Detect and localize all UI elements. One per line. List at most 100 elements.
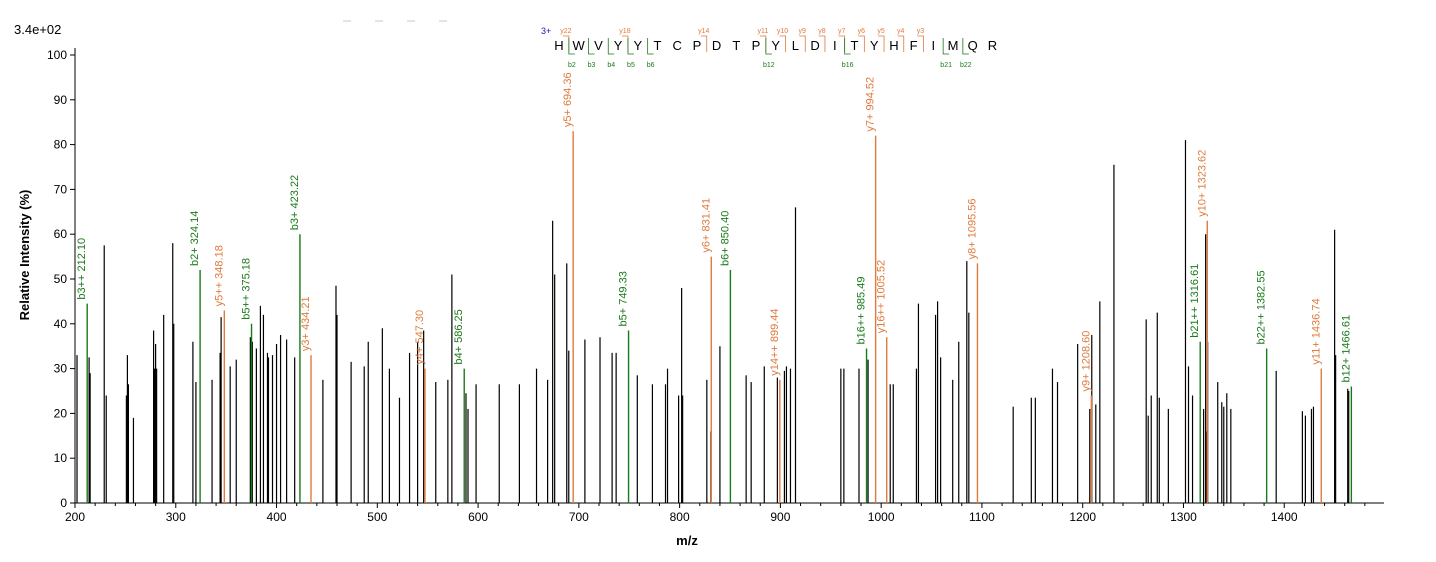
y-cleavage-mark — [562, 35, 570, 52]
sequence-residue: T — [654, 38, 662, 53]
b-ion-marker: b3 — [588, 62, 596, 69]
y-ion-label: y7+ 994.52 — [865, 77, 877, 132]
y-tick-label: 10 — [54, 451, 68, 465]
y-ion-label: y8+ 1095.56 — [966, 198, 978, 259]
b-cleavage-mark — [568, 38, 575, 55]
sequence-residue: Y — [614, 38, 623, 53]
y-cleavage-mark — [897, 35, 905, 52]
y-cleavage-mark — [621, 35, 629, 52]
y-tick-label: 90 — [54, 93, 68, 107]
b-ion-label: b16++ 985.49 — [856, 277, 868, 345]
y-axis-ticks: 0 10 20 30 40 50 60 70 80 90 100 — [47, 48, 75, 510]
sequence-residue: P — [693, 38, 702, 53]
sequence-residue: H — [889, 38, 898, 53]
y-ion-marker: y10 — [777, 28, 788, 35]
b-ion-marker: b16 — [842, 62, 854, 69]
b-ion-label: b3+ 423.22 — [289, 175, 301, 230]
y-ion-label: y10+ 1323.62 — [1196, 150, 1208, 217]
y-ion-marker: y7 — [838, 28, 846, 35]
sequence-residue: I — [931, 38, 935, 53]
x-tick-label: 1200 — [1069, 510, 1096, 524]
x-axis-title: m/z — [676, 533, 698, 548]
sequence-residue: Y — [771, 38, 780, 53]
y-tick-label: 100 — [47, 48, 67, 62]
b-cleavage-mark — [607, 38, 615, 55]
y-ion-marker: y3 — [917, 28, 925, 35]
y-cleavage-mark — [700, 35, 708, 52]
x-tick-label: 400 — [267, 510, 287, 524]
charge-state-label: 3+ — [541, 26, 551, 36]
b-ion-label: b21++ 1316.61 — [1189, 264, 1201, 338]
sequence-residue: W — [573, 38, 586, 53]
y-ion-marker: y4 — [897, 28, 905, 35]
b-ion-label: b4+ 586.25 — [453, 309, 465, 364]
x-tick-label: 1000 — [868, 510, 895, 524]
x-tick-label: 300 — [166, 510, 186, 524]
x-tick-label: 500 — [367, 510, 387, 524]
x-axis-ticks: 200 300 400 500 600 700 800 900 1000 1100 1200 1300… — [65, 503, 1366, 524]
y-cleavage-mark — [838, 35, 846, 52]
sequence-residue: P — [752, 38, 761, 53]
ion-annotations: b3++ 212.10 b2+ 324.14 b5++ 375.18 b3+ 423.… — [76, 72, 1352, 391]
y-ion-label: y16++ 1005.52 — [876, 260, 888, 333]
b-ion-label: b12+ 1466.61 — [1340, 315, 1352, 383]
y-ion-label: y14++ 899.44 — [769, 309, 781, 376]
sequence-residue: R — [988, 38, 997, 53]
x-tick-label: 900 — [770, 510, 790, 524]
y-ion-label: y4+ 547.30 — [414, 310, 426, 365]
b-cleavage-mark — [962, 38, 969, 55]
x-tick-label: 800 — [670, 510, 690, 524]
b-ion-label: b5++ 375.18 — [241, 258, 253, 320]
y-tick-label: 70 — [54, 182, 68, 196]
x-tick-label: 700 — [569, 510, 589, 524]
b-cleavage-mark — [627, 38, 634, 55]
y-tick-label: 40 — [54, 317, 68, 331]
b-cleavage-mark — [647, 38, 654, 55]
sequence-residue: Y — [870, 38, 879, 53]
b-ion-marker: b5 — [627, 62, 635, 69]
y-cleavage-mark — [759, 35, 767, 52]
x-tick-label: 1300 — [1170, 510, 1197, 524]
b-cleavage-mark — [942, 38, 950, 55]
b-ion-marker: b21 — [940, 62, 952, 69]
sequence-residue: D — [712, 38, 721, 53]
b-ion-label: b2+ 324.14 — [189, 211, 201, 266]
y-axis-title: Relative Intensity (%) — [17, 190, 32, 321]
y-ion-label: y9+ 1208.60 — [1080, 331, 1092, 392]
spectrum-peaks — [76, 131, 1353, 503]
x-tick-label: 1100 — [969, 510, 995, 524]
y-cleavage-mark — [858, 35, 865, 52]
sequence-residue: Y — [633, 38, 642, 53]
sequence-residue: T — [732, 38, 740, 53]
y-cleavage-mark — [799, 35, 806, 52]
sequence-residue: F — [910, 38, 918, 53]
y-ion-marker: y22 — [560, 28, 571, 35]
sequence-residue: V — [594, 38, 603, 53]
y-ion-label: y11+ 1436.74 — [1310, 298, 1322, 364]
b-ion-marker: b22 — [960, 62, 972, 69]
b-cleavage-mark — [588, 38, 595, 55]
b-ion-label: b5+ 749.33 — [618, 271, 630, 326]
y-tick-label: 0 — [60, 496, 67, 510]
y-ion-marker: y6 — [858, 28, 866, 35]
b-cleavage-mark — [844, 38, 851, 55]
y-tick-label: 20 — [54, 406, 68, 420]
y-ion-label: y5+ 694.36 — [562, 72, 574, 127]
sequence-residue: Q — [968, 38, 978, 53]
b-ion-label: b3++ 212.10 — [76, 238, 88, 300]
y-tick-label: 30 — [54, 362, 68, 376]
y-ion-marker: y18 — [619, 28, 630, 35]
sequence-residue: T — [851, 38, 859, 53]
y-tick-label: 60 — [54, 227, 68, 241]
y-cleavage-mark — [779, 35, 786, 52]
sequence-residue: I — [833, 38, 837, 53]
b-ion-label: b6+ 850.40 — [719, 211, 731, 266]
y-ion-label: y5++ 348.18 — [213, 245, 225, 306]
sequence-residue: C — [673, 38, 682, 53]
intensity-scale-label: 3.4e+02 — [14, 22, 61, 37]
y-ion-marker: y9 — [799, 28, 807, 35]
sequence-residue: H — [554, 38, 563, 53]
sequence-residue: L — [792, 38, 799, 53]
x-tick-label: 1400 — [1271, 510, 1298, 524]
y-ion-marker: y14 — [698, 28, 709, 35]
